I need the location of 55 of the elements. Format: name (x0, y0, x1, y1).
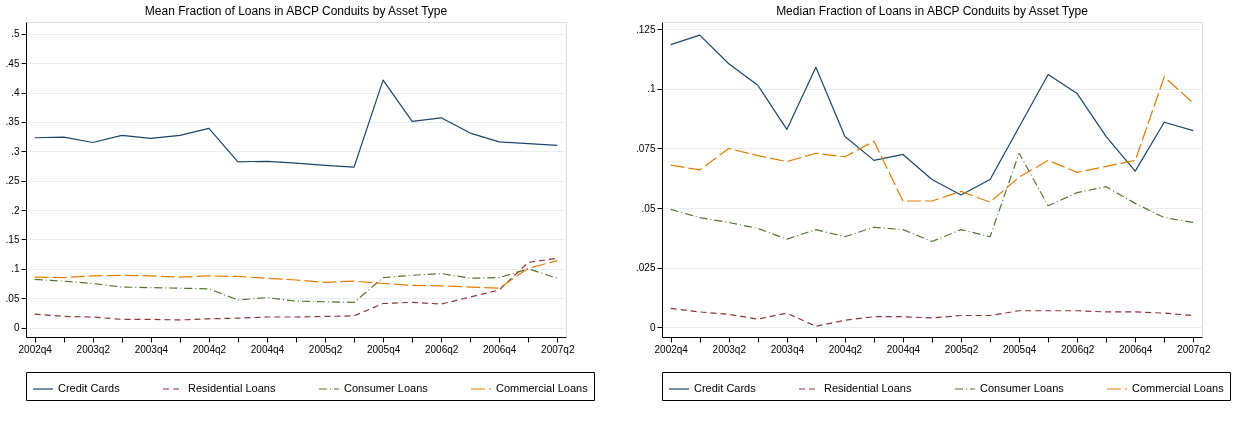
legend-label: Credit Cards (694, 382, 757, 394)
x-tick-label: 2006q2 (1060, 343, 1095, 355)
y-tick-label: .05 (5, 292, 20, 304)
legend-label: Residential Loans (188, 382, 276, 394)
x-tick-label: 2005q4 (366, 343, 401, 355)
x-tick-label: 2002q4 (18, 343, 53, 355)
legend-label: Consumer Loans (344, 382, 429, 394)
y-tick-label: .125 (636, 23, 656, 35)
y-tick-label: 0 (649, 321, 656, 333)
x-tick-label: 2006q4 (483, 343, 517, 355)
line-series (670, 307, 1194, 327)
line-series (34, 257, 558, 321)
legend-label: Commercial Loans (496, 382, 589, 394)
line-series (670, 34, 1194, 196)
x-tick-label: 2003q2 (712, 343, 747, 355)
legend-label: Residential Loans (824, 382, 912, 394)
y-tick-label: .05 (641, 202, 656, 214)
y-tick-label: .4 (11, 87, 20, 99)
y-tick-label: .1 (11, 263, 20, 275)
x-tick-label: 2005q4 (1002, 343, 1037, 355)
legend-label: Commercial Loans (1132, 382, 1225, 394)
y-tick-label: .2 (11, 204, 20, 216)
legend-label: Credit Cards (58, 382, 121, 394)
y-tick-label: .45 (5, 57, 20, 69)
y-tick-label: .5 (11, 28, 20, 40)
legend-label: Consumer Loans (980, 382, 1065, 394)
line-series (670, 152, 1194, 243)
x-tick-label: 2003q4 (770, 343, 805, 355)
x-tick-label: 2006q2 (424, 343, 459, 355)
line-series (34, 260, 558, 289)
y-tick-label: .1 (647, 83, 656, 95)
line-series (670, 76, 1194, 203)
x-tick-label: 2004q2 (828, 343, 863, 355)
x-tick-label: 2004q4 (886, 343, 921, 355)
y-tick-label: .25 (5, 175, 20, 187)
x-tick-label: 2004q2 (192, 343, 227, 355)
x-tick-label: 2006q4 (1119, 343, 1153, 355)
chart-title: Median Fraction of Loans in ABCP Conduits by Asset Type (776, 4, 1089, 18)
x-tick-label: 2002q4 (654, 343, 689, 355)
x-tick-label: 2003q4 (134, 343, 169, 355)
y-tick-label: .3 (11, 145, 20, 157)
x-tick-label: 2003q2 (76, 343, 111, 355)
chart-title: Mean Fraction of Loans in ABCP Conduits by Asset Type (144, 4, 448, 18)
x-tick-label: 2005q2 (308, 343, 343, 355)
x-tick-label: 2005q2 (944, 343, 979, 355)
line-series (34, 79, 558, 168)
x-tick-label: 2007q2 (541, 343, 575, 355)
y-tick-label: .075 (636, 142, 656, 154)
y-tick-label: .15 (5, 233, 20, 245)
y-tick-label: 0 (13, 322, 20, 334)
line-series (34, 268, 558, 303)
y-tick-label: .025 (636, 262, 656, 274)
y-tick-label: .35 (5, 116, 20, 128)
x-tick-label: 2004q4 (250, 343, 285, 355)
x-tick-label: 2007q2 (1177, 343, 1211, 355)
